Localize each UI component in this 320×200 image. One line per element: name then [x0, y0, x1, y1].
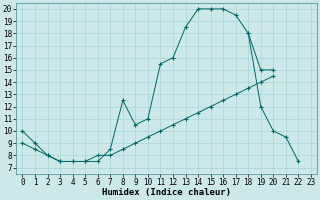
X-axis label: Humidex (Indice chaleur): Humidex (Indice chaleur): [102, 188, 231, 197]
